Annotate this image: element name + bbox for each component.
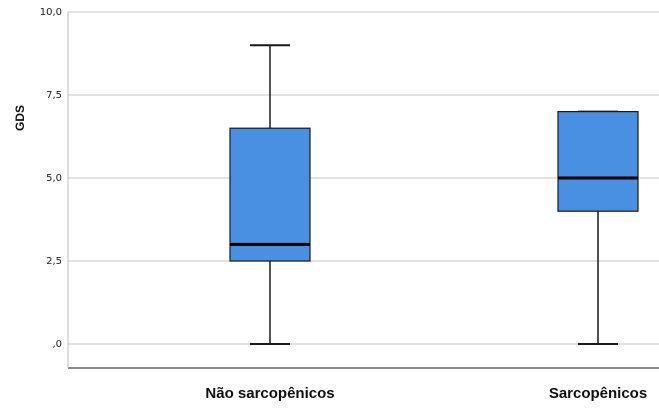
y-tick-label: 10,0	[40, 7, 62, 18]
y-axis-title: GDS	[13, 105, 27, 131]
y-tick-labels: ,0 2,5 5,0 7,5 10,0	[40, 7, 62, 350]
gridlines	[68, 11, 659, 345]
category-label: Não sarcopênicos	[205, 385, 334, 402]
category-label: Sarcopênicos	[549, 385, 647, 402]
y-tick-label: 7,5	[46, 90, 62, 101]
y-tick-label: 5,0	[46, 173, 62, 184]
y-tick-label: ,0	[52, 339, 62, 350]
category-labels: Não sarcopênicos Sarcopênicos	[205, 385, 647, 402]
iqr-box	[557, 110, 639, 212]
iqr-box	[229, 127, 311, 262]
box-group	[229, 44, 311, 345]
box-group	[557, 110, 639, 345]
y-tick-label: 2,5	[46, 256, 62, 267]
boxes	[229, 44, 639, 345]
